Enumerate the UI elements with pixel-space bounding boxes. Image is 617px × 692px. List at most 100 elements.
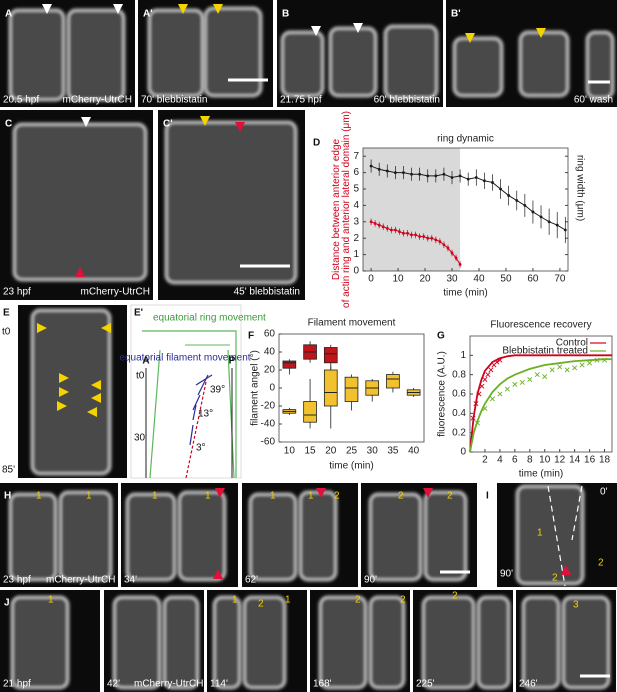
image-label: 2: [258, 599, 264, 610]
panel-letter: F: [248, 331, 254, 342]
cell: [203, 6, 263, 98]
cell: [561, 595, 611, 690]
cell: [421, 595, 476, 690]
data-point: [563, 228, 567, 232]
image-label: 1: [232, 595, 238, 606]
image-label: 1: [270, 491, 276, 502]
image-label: 23 hpf: [3, 287, 31, 298]
diagram-label: t0: [136, 371, 145, 382]
data-point: [527, 376, 533, 383]
angle-label: 13°: [198, 409, 213, 420]
y-tick-label: 0.6: [452, 389, 466, 400]
y-tick-label: 6: [353, 167, 359, 178]
cell: [280, 30, 325, 98]
panel-letter: C: [5, 119, 12, 130]
image-label: mCherry-UtrCH: [134, 679, 203, 690]
data-point: [454, 256, 458, 260]
fit-line: [469, 354, 612, 453]
image-label: 21 hpf: [3, 679, 31, 690]
arrowhead: [101, 323, 111, 333]
data-point: [515, 199, 519, 202]
image-label: 1: [48, 595, 54, 606]
data-point: [549, 367, 555, 373]
box: [386, 374, 400, 389]
image-label: 90': [500, 569, 513, 580]
arrowhead: [465, 33, 475, 43]
data-point: [458, 263, 462, 266]
x-tick-label: 14: [569, 455, 581, 466]
arrowhead: [91, 380, 101, 390]
y-tick-label: 20: [264, 365, 276, 376]
fit-line: [469, 358, 612, 453]
image-label: 62': [245, 575, 258, 586]
arrowhead: [57, 401, 67, 411]
arrowhead: [81, 117, 91, 127]
data-point: [422, 235, 426, 238]
angle-label: 3°: [196, 443, 206, 454]
x-tick-label: 12: [554, 455, 566, 466]
ring-path: [227, 349, 235, 479]
arrowhead: [215, 488, 225, 498]
division-line: [571, 485, 583, 541]
cell: [318, 595, 368, 690]
x-tick-label: 30: [367, 446, 379, 457]
data-point: [482, 179, 486, 183]
x-tick-label: 60: [527, 274, 539, 285]
data-point: [579, 362, 585, 368]
arrowhead: [59, 373, 69, 383]
image-label: mCherry-UtrCH: [81, 287, 150, 298]
cell: [383, 24, 439, 100]
image-label: 90': [364, 575, 377, 586]
arrowhead: [353, 23, 363, 33]
image-label: 246': [519, 679, 538, 690]
data-point: [547, 220, 551, 224]
image-label: 2: [398, 491, 404, 502]
data-point: [377, 167, 381, 171]
diagram-label: equatorial filament movement: [119, 353, 250, 364]
data-point: [572, 365, 578, 371]
image-label: 45' blebbistatin: [234, 287, 300, 298]
data-point: [434, 174, 438, 178]
data-point: [512, 381, 518, 387]
data-point: [446, 246, 450, 250]
cell: [585, 30, 615, 100]
panel-letter: I: [486, 491, 489, 502]
data-point: [499, 187, 502, 191]
data-point: [474, 176, 478, 179]
y-axis-label: filament angel (°): [250, 350, 261, 426]
x-tick-label: 2: [482, 455, 488, 466]
data-point: [523, 204, 527, 207]
arrowhead: [311, 26, 321, 36]
image-label: 2: [452, 591, 458, 602]
image-label: 1: [308, 491, 314, 502]
diagram-label: P: [229, 356, 236, 367]
y-tick-label: 0.8: [452, 369, 466, 380]
data-point: [473, 401, 479, 407]
y-tick-label: 0.4: [452, 408, 466, 419]
data-point: [491, 181, 494, 184]
arrowhead: [113, 4, 123, 14]
data-point: [485, 372, 491, 378]
data-point: [426, 236, 430, 240]
data-point: [494, 359, 500, 365]
cell: [518, 30, 570, 98]
x-tick-label: 30: [446, 274, 458, 285]
cell: [248, 492, 298, 582]
plot-frame: [362, 147, 569, 272]
image-label: 34': [124, 575, 137, 586]
x-tick-label: 15: [305, 446, 317, 457]
panel-letter: B: [282, 9, 289, 20]
box: [282, 360, 297, 369]
image-label: 1: [86, 491, 92, 502]
cell: [66, 8, 126, 102]
ring-path: [149, 349, 161, 479]
cell: [30, 308, 112, 476]
data-point: [418, 172, 422, 176]
data-point: [542, 374, 548, 380]
data-point: [507, 194, 511, 197]
data-point: [389, 228, 393, 232]
y-tick-label: 0: [269, 383, 275, 394]
cell: [452, 36, 504, 98]
diagram-label: equatorial ring movement: [153, 313, 266, 324]
data-point: [489, 396, 495, 402]
